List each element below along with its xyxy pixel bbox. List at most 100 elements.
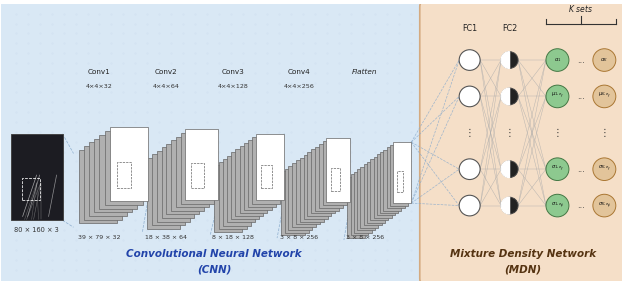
Text: 4×4×256: 4×4×256 <box>283 83 315 89</box>
Polygon shape <box>501 88 510 105</box>
Text: 80 × 160 × 3: 80 × 160 × 3 <box>14 227 59 233</box>
Circle shape <box>546 49 569 71</box>
Text: Flatten: Flatten <box>352 69 378 75</box>
Text: 4×4×32: 4×4×32 <box>86 83 113 89</box>
Text: Conv1: Conv1 <box>88 69 111 75</box>
Bar <box>244 143 272 210</box>
Bar <box>171 140 204 211</box>
Text: 3 × 8 × 256: 3 × 8 × 256 <box>346 235 384 240</box>
Polygon shape <box>501 52 510 69</box>
Bar <box>390 145 408 206</box>
Bar <box>354 172 372 233</box>
Circle shape <box>593 158 616 180</box>
Bar <box>235 149 264 216</box>
Bar <box>326 138 350 202</box>
Bar <box>357 169 375 230</box>
Circle shape <box>593 49 616 71</box>
Bar <box>323 141 346 205</box>
Polygon shape <box>501 197 510 214</box>
Bar <box>296 160 320 224</box>
Bar <box>117 162 131 188</box>
Circle shape <box>593 194 616 217</box>
Bar <box>176 136 209 207</box>
Circle shape <box>546 158 569 180</box>
Circle shape <box>459 159 480 180</box>
Text: 4×4×128: 4×4×128 <box>218 83 249 89</box>
Text: $\alpha_K$: $\alpha_K$ <box>601 56 609 64</box>
Bar <box>315 147 339 210</box>
Text: ...: ... <box>577 92 585 101</box>
Text: $\alpha_1$: $\alpha_1$ <box>554 56 561 64</box>
Bar <box>22 178 40 200</box>
Bar <box>214 165 242 232</box>
Bar <box>152 154 185 225</box>
Bar <box>256 134 284 201</box>
Bar <box>319 144 343 208</box>
Bar <box>360 167 378 228</box>
Bar <box>252 137 280 204</box>
Circle shape <box>501 197 518 214</box>
Text: (CNN): (CNN) <box>197 265 231 274</box>
Bar <box>248 140 276 207</box>
Bar <box>288 166 312 230</box>
Bar <box>186 129 219 200</box>
Text: $\sigma_{1,e_y}$: $\sigma_{1,e_y}$ <box>551 164 564 174</box>
Bar <box>223 159 250 226</box>
FancyBboxPatch shape <box>420 0 623 282</box>
Bar <box>89 142 127 216</box>
Polygon shape <box>501 161 510 178</box>
Text: FC2: FC2 <box>502 25 517 34</box>
Bar <box>331 168 340 191</box>
Bar <box>84 146 122 220</box>
Bar <box>292 163 316 227</box>
Bar <box>11 134 62 220</box>
Circle shape <box>501 88 518 105</box>
Text: 18 × 38 × 64: 18 × 38 × 64 <box>145 235 188 240</box>
Bar <box>397 171 403 192</box>
Text: $\sigma_{K,e_\phi}$: $\sigma_{K,e_\phi}$ <box>597 201 611 211</box>
Text: FC1: FC1 <box>462 25 477 34</box>
Bar <box>380 152 398 213</box>
Bar <box>281 171 305 235</box>
Bar <box>393 142 411 203</box>
Circle shape <box>459 50 480 70</box>
Text: $\sigma_{1,e_\phi}$: $\sigma_{1,e_\phi}$ <box>551 201 564 211</box>
Circle shape <box>501 161 518 178</box>
Text: ...: ... <box>577 165 585 174</box>
Text: $\mu_{K,e_y}$: $\mu_{K,e_y}$ <box>597 91 611 102</box>
FancyBboxPatch shape <box>0 0 433 282</box>
Bar <box>364 164 382 225</box>
Bar <box>367 162 385 223</box>
Bar <box>227 156 255 222</box>
Text: ⋮: ⋮ <box>505 128 515 138</box>
Text: Conv4: Conv4 <box>288 69 310 75</box>
Text: Convolutional Neural Network: Convolutional Neural Network <box>126 249 302 259</box>
Text: ...: ... <box>577 56 585 65</box>
Bar <box>347 177 365 237</box>
Bar <box>181 133 214 204</box>
Bar <box>387 147 405 208</box>
Bar <box>383 149 401 210</box>
Circle shape <box>501 52 518 69</box>
Bar <box>262 165 272 188</box>
Text: 39 × 79 × 32: 39 × 79 × 32 <box>78 235 121 240</box>
Bar <box>78 150 117 223</box>
Text: ⋮: ⋮ <box>465 128 475 138</box>
Bar <box>219 162 247 229</box>
Bar <box>166 144 199 214</box>
Bar <box>191 163 204 188</box>
Text: Conv2: Conv2 <box>155 69 178 75</box>
Bar <box>370 159 388 220</box>
Bar <box>147 158 180 229</box>
Bar <box>105 131 143 205</box>
Bar <box>285 169 308 233</box>
Text: $\mu_{1,e_y}$: $\mu_{1,e_y}$ <box>551 91 564 102</box>
Text: $K$ sets: $K$ sets <box>568 3 593 14</box>
Circle shape <box>459 195 480 216</box>
Bar <box>240 146 267 213</box>
Circle shape <box>546 194 569 217</box>
Bar <box>307 152 331 216</box>
Text: 8 × 18 × 128: 8 × 18 × 128 <box>212 235 254 240</box>
Text: Conv3: Conv3 <box>222 69 245 75</box>
Text: Mixture Density Network: Mixture Density Network <box>450 249 596 259</box>
